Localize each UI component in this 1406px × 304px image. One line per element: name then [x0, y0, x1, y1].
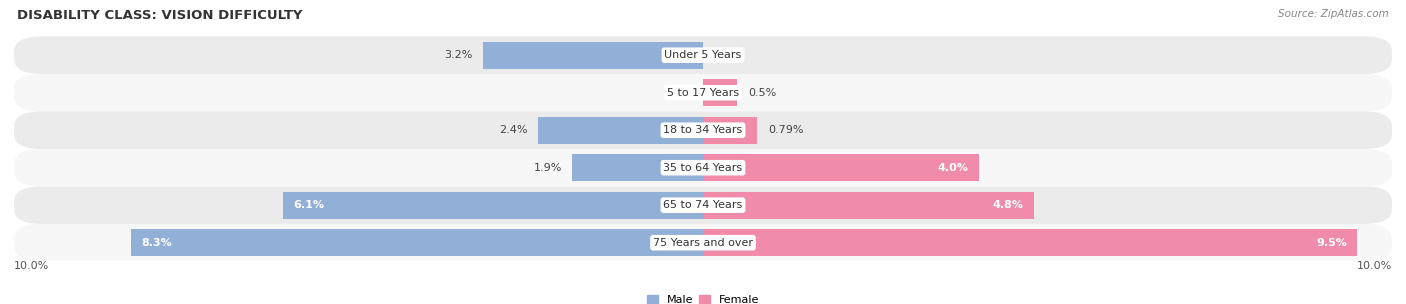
Text: 0.0%: 0.0%: [713, 50, 741, 60]
Text: 2.4%: 2.4%: [499, 125, 527, 135]
Text: 10.0%: 10.0%: [14, 261, 49, 271]
Text: 5 to 17 Years: 5 to 17 Years: [666, 88, 740, 98]
Text: 0.5%: 0.5%: [748, 88, 776, 98]
Text: Source: ZipAtlas.com: Source: ZipAtlas.com: [1278, 9, 1389, 19]
FancyBboxPatch shape: [14, 36, 1392, 74]
Bar: [703, 117, 758, 144]
Text: 9.5%: 9.5%: [1316, 238, 1347, 248]
Bar: [572, 154, 703, 181]
Text: 0.0%: 0.0%: [665, 88, 693, 98]
Text: 10.0%: 10.0%: [1357, 261, 1392, 271]
Text: 4.8%: 4.8%: [993, 200, 1024, 210]
Text: 3.2%: 3.2%: [444, 50, 472, 60]
FancyBboxPatch shape: [14, 224, 1392, 261]
Text: Under 5 Years: Under 5 Years: [665, 50, 741, 60]
Legend: Male, Female: Male, Female: [647, 295, 759, 304]
Text: 0.79%: 0.79%: [768, 125, 803, 135]
FancyBboxPatch shape: [14, 149, 1392, 186]
FancyBboxPatch shape: [14, 112, 1392, 149]
Text: 6.1%: 6.1%: [292, 200, 323, 210]
Text: DISABILITY CLASS: VISION DIFFICULTY: DISABILITY CLASS: VISION DIFFICULTY: [17, 9, 302, 22]
Text: 8.3%: 8.3%: [142, 238, 173, 248]
Text: 35 to 64 Years: 35 to 64 Years: [664, 163, 742, 173]
Text: 1.9%: 1.9%: [533, 163, 562, 173]
Text: 75 Years and over: 75 Years and over: [652, 238, 754, 248]
Bar: [131, 229, 703, 256]
Bar: [482, 42, 703, 69]
Bar: [537, 117, 703, 144]
Bar: [283, 192, 703, 219]
Text: 65 to 74 Years: 65 to 74 Years: [664, 200, 742, 210]
Bar: [703, 229, 1358, 256]
FancyBboxPatch shape: [14, 186, 1392, 224]
Text: 18 to 34 Years: 18 to 34 Years: [664, 125, 742, 135]
Bar: [703, 79, 738, 106]
Bar: [703, 192, 1033, 219]
Bar: [703, 154, 979, 181]
Text: 4.0%: 4.0%: [938, 163, 969, 173]
FancyBboxPatch shape: [14, 74, 1392, 112]
